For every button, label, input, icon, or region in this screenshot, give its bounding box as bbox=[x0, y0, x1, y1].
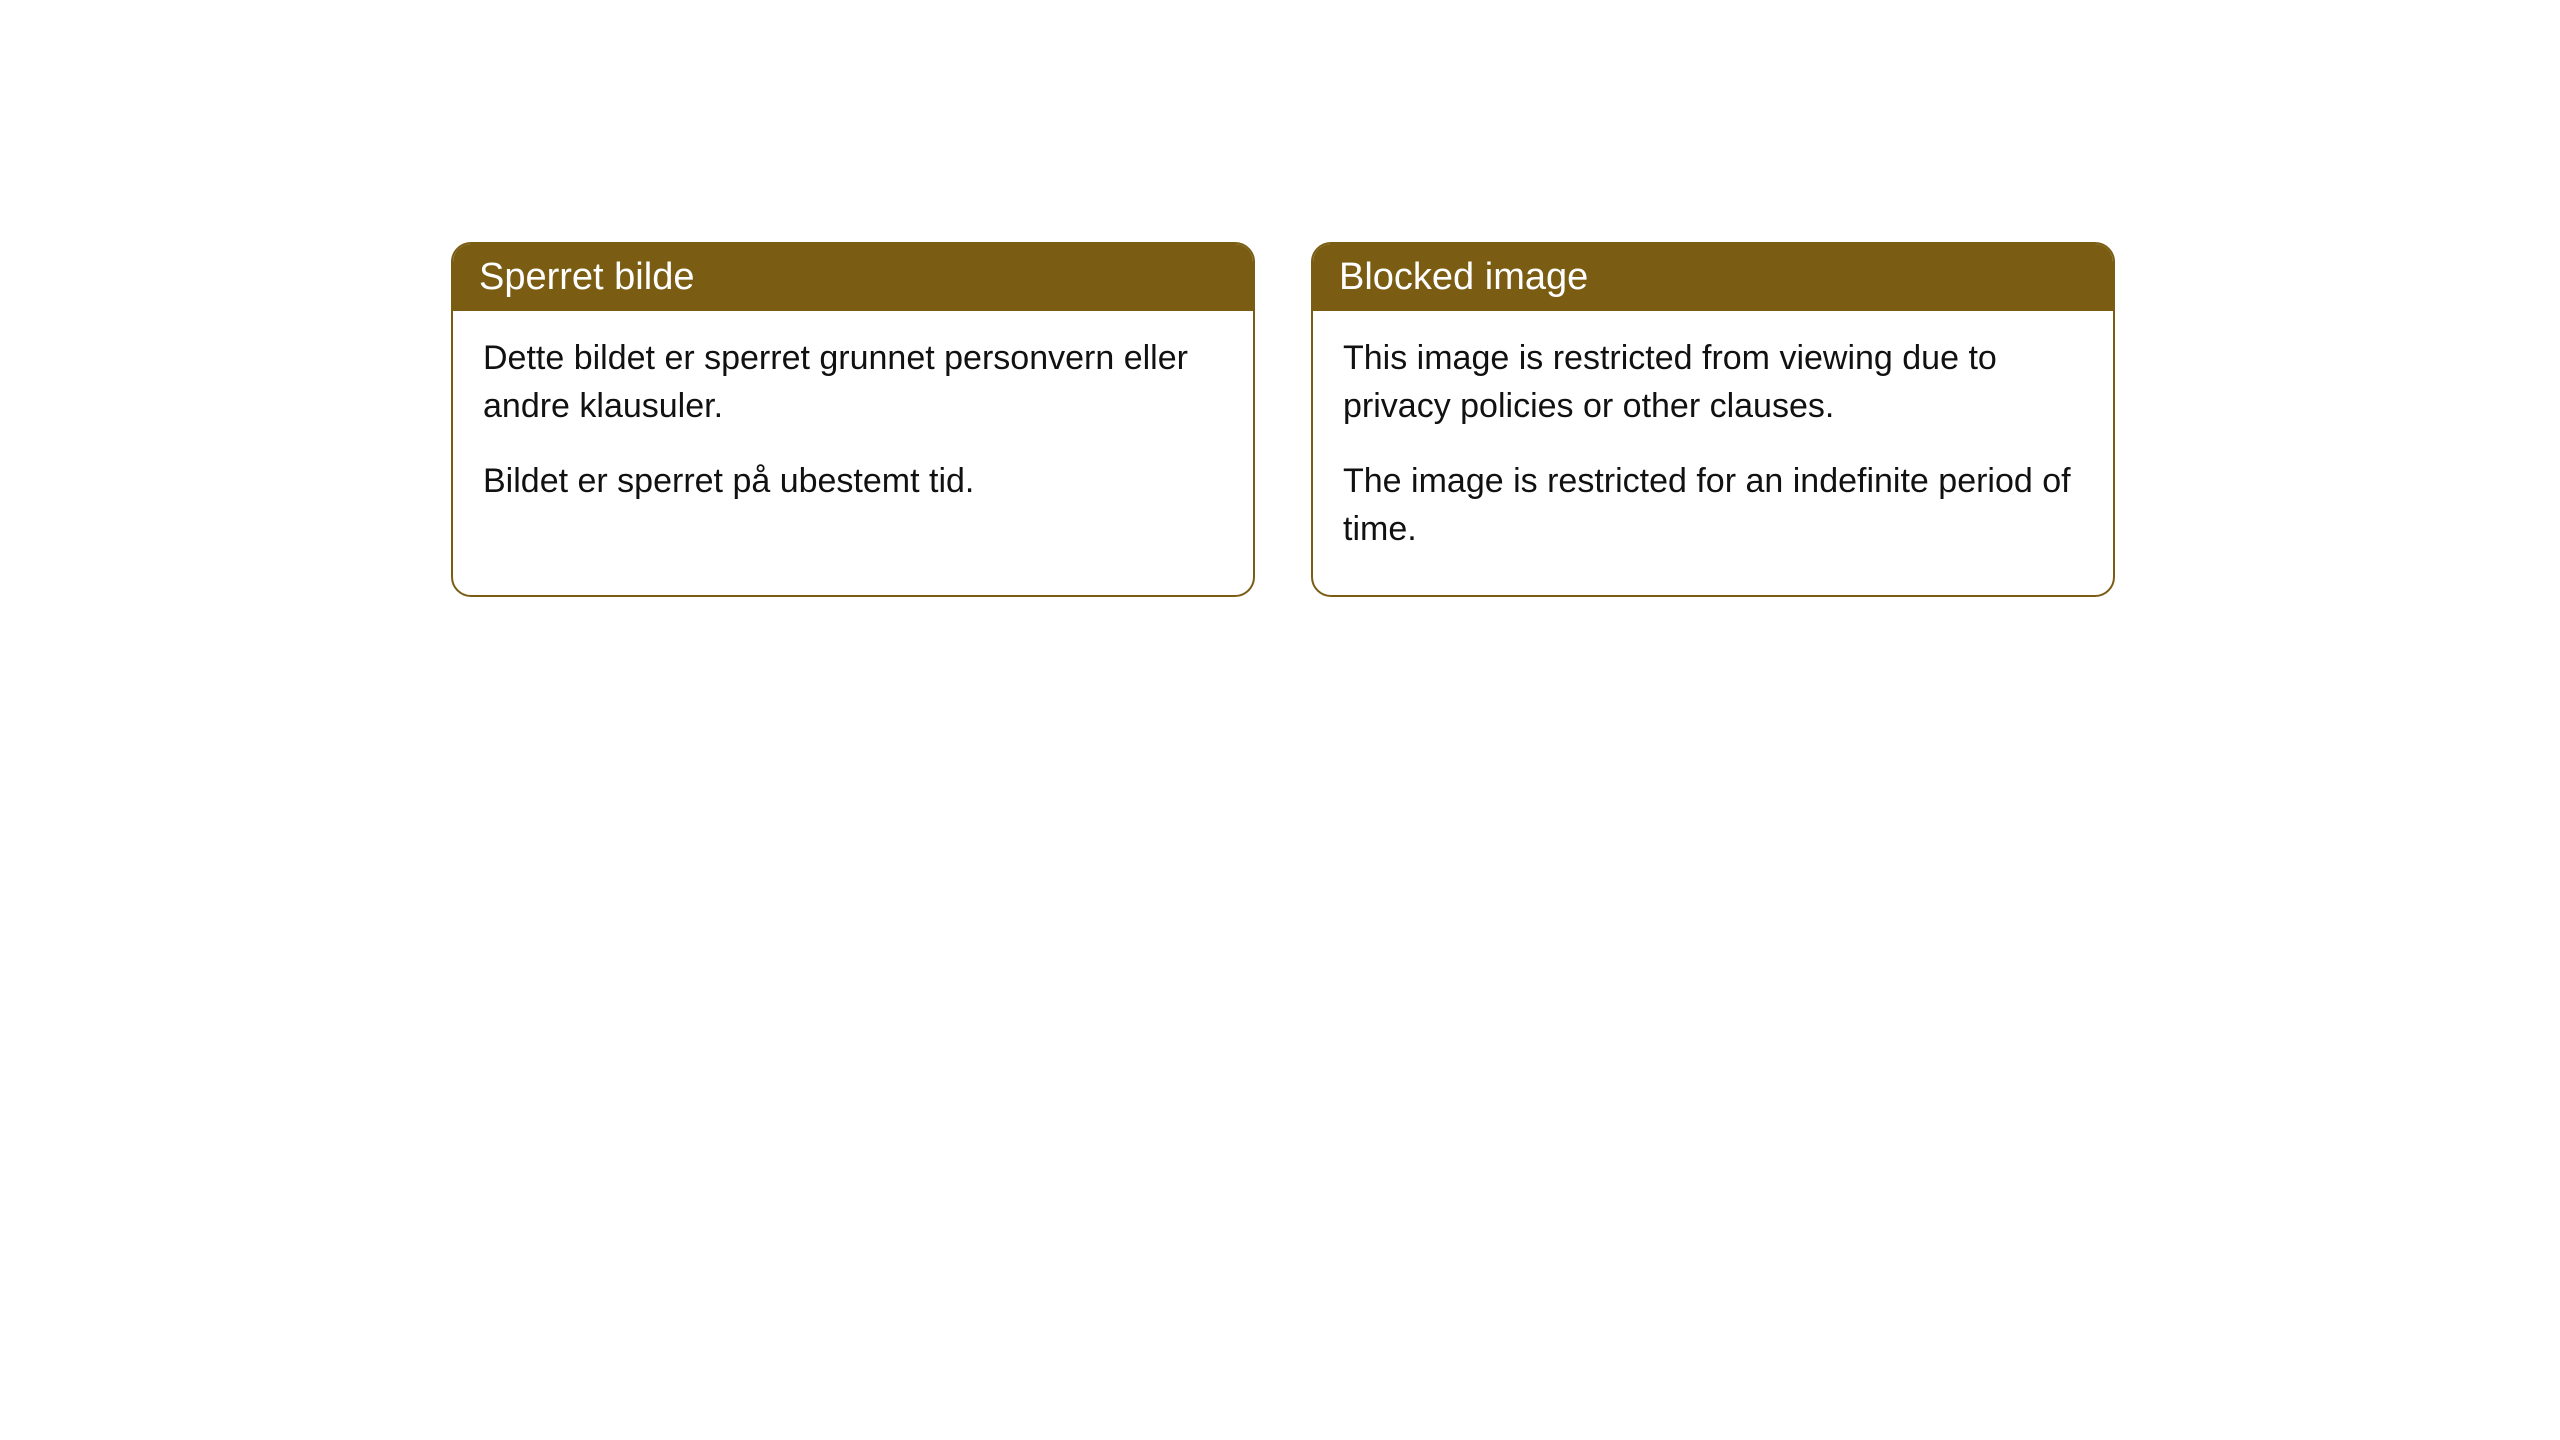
notice-card-english: Blocked image This image is restricted f… bbox=[1311, 242, 2115, 597]
card-text-english-2: The image is restricted for an indefinit… bbox=[1343, 458, 2083, 553]
card-body-english: This image is restricted from viewing du… bbox=[1313, 311, 2113, 595]
notice-cards-container: Sperret bilde Dette bildet er sperret gr… bbox=[451, 242, 2115, 597]
card-text-norwegian-2: Bildet er sperret på ubestemt tid. bbox=[483, 458, 1223, 506]
notice-card-norwegian: Sperret bilde Dette bildet er sperret gr… bbox=[451, 242, 1255, 597]
card-body-norwegian: Dette bildet er sperret grunnet personve… bbox=[453, 311, 1253, 548]
card-text-english-1: This image is restricted from viewing du… bbox=[1343, 335, 2083, 430]
card-text-norwegian-1: Dette bildet er sperret grunnet personve… bbox=[483, 335, 1223, 430]
card-header-norwegian: Sperret bilde bbox=[453, 244, 1253, 311]
card-header-english: Blocked image bbox=[1313, 244, 2113, 311]
